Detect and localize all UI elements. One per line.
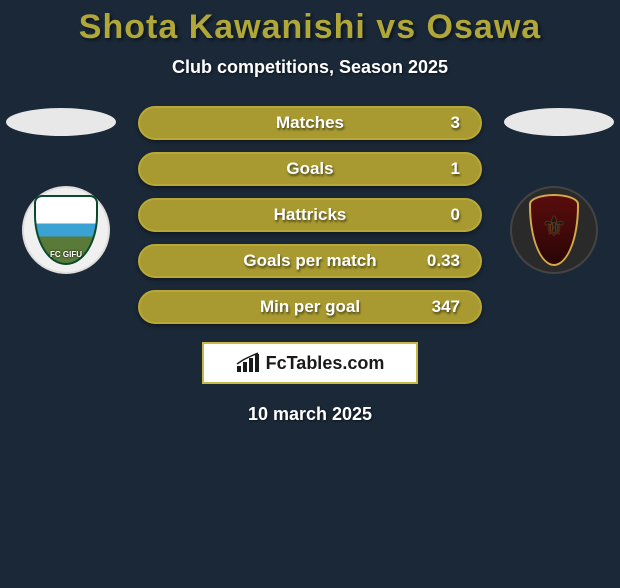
club-crest-left-text: FC GIFU <box>34 250 98 259</box>
brand-box[interactable]: FcTables.com <box>202 342 418 384</box>
comparison-area: FC GIFU ⚜ Matches 3 Goals 1 Hattricks 0 Goals … <box>0 106 620 425</box>
stat-value-right: 347 <box>432 297 460 317</box>
brand-text: FcTables.com <box>266 353 385 374</box>
player-photo-right <box>504 108 614 136</box>
stat-value-right: 0.33 <box>427 251 460 271</box>
stat-value-right: 0 <box>451 205 460 225</box>
club-badge-left: FC GIFU <box>22 186 110 274</box>
stat-row: Hattricks 0 <box>138 198 482 232</box>
stat-label: Min per goal <box>260 297 360 317</box>
stat-row: Matches 3 <box>138 106 482 140</box>
club-crest-right: ⚜ <box>529 194 579 266</box>
stat-value-right: 3 <box>451 113 460 133</box>
fleur-de-lis-icon: ⚜ <box>541 210 566 243</box>
date-text: 10 march 2025 <box>0 404 620 425</box>
stat-row: Min per goal 347 <box>138 290 482 324</box>
stat-label: Goals <box>286 159 333 179</box>
player-photo-left <box>6 108 116 136</box>
stat-row: Goals 1 <box>138 152 482 186</box>
brand-bars-icon <box>236 352 262 374</box>
subtitle: Club competitions, Season 2025 <box>0 57 620 78</box>
stat-row: Goals per match 0.33 <box>138 244 482 278</box>
stat-rows: Matches 3 Goals 1 Hattricks 0 Goals per match 0… <box>138 106 482 324</box>
stat-label: Goals per match <box>243 251 376 271</box>
page-title: Shota Kawanishi vs Osawa <box>0 8 620 47</box>
stat-label: Matches <box>276 113 344 133</box>
club-badge-right: ⚜ <box>510 186 598 274</box>
stat-label: Hattricks <box>274 205 347 225</box>
stat-value-right: 1 <box>451 159 460 179</box>
club-crest-left: FC GIFU <box>34 195 98 265</box>
